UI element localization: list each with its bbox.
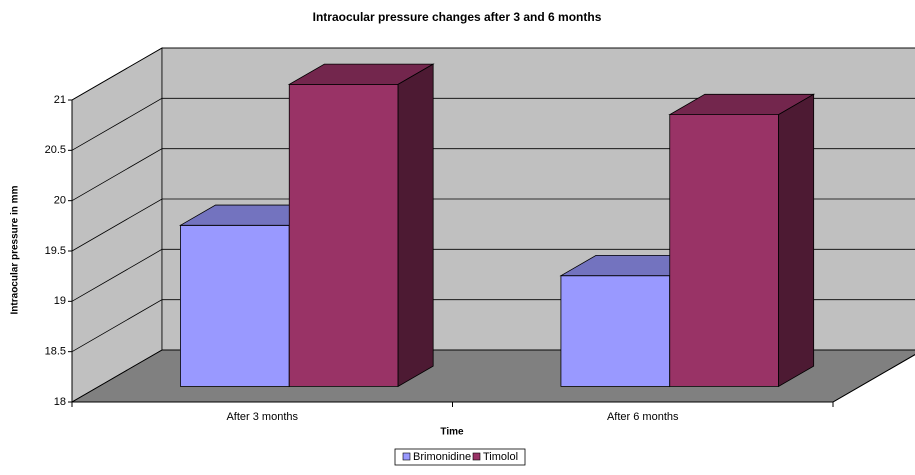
x-tick-label: After 3 months — [226, 411, 298, 423]
grid-line — [71, 47, 915, 101]
y-tick-label: 18 — [54, 396, 66, 408]
x-axis-title: Time — [440, 427, 464, 438]
bar-side — [778, 93, 815, 388]
y-tick-label: 20 — [54, 195, 66, 207]
grid-line — [71, 97, 915, 151]
y-tick-label: 21 — [54, 94, 66, 106]
legend-swatch — [402, 452, 411, 461]
legend-label: Brimonidine — [413, 451, 471, 463]
y-axis-title: Intraocular pressure in mm — [10, 185, 21, 314]
bar — [669, 114, 779, 387]
bar-side — [397, 63, 434, 388]
grid-line — [71, 148, 915, 202]
bar — [288, 84, 399, 387]
y-tick-label: 18.5 — [45, 346, 66, 358]
bar — [560, 275, 671, 387]
chart-title: Intraocular pressure changes after 3 and… — [313, 10, 602, 24]
legend-box — [394, 448, 526, 466]
x-tick-label: After 6 months — [607, 411, 679, 423]
y-tick-label: 19.5 — [45, 245, 66, 257]
grid-line — [71, 248, 915, 302]
y-tick-label: 19 — [54, 295, 66, 307]
bar — [180, 224, 290, 387]
legend-label: Timolol — [483, 451, 518, 463]
y-tick-label: 20.5 — [45, 144, 66, 156]
legend-swatch — [472, 452, 481, 461]
grid-line — [71, 198, 915, 252]
